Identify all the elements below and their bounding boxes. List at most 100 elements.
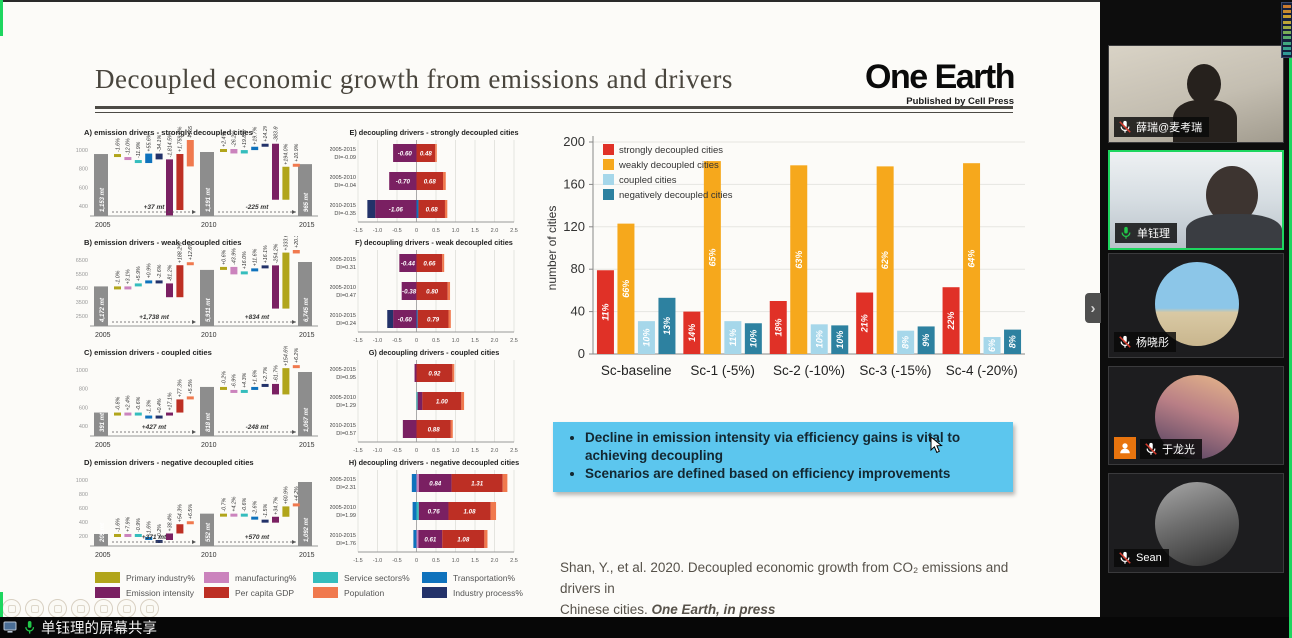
chart-panel-a: A) emission drivers - strongly decoupled…: [72, 117, 326, 241]
svg-text:-0.60: -0.60: [398, 316, 413, 323]
pen-tool-icon[interactable]: [48, 599, 67, 618]
svg-text:0.5: 0.5: [432, 338, 440, 344]
svg-text:F) decoupling drivers - weak d: F) decoupling drivers - weak decoupled c…: [355, 238, 513, 247]
magnifier-tool-icon[interactable]: [94, 599, 113, 618]
driver-bar: [176, 524, 184, 534]
screen-tool-icon[interactable]: [117, 599, 136, 618]
driver-bar: [145, 415, 153, 419]
svg-text:1000: 1000: [76, 148, 88, 154]
svg-text:2.0: 2.0: [491, 558, 499, 564]
driver-bar: [176, 154, 184, 210]
svg-text:-34.1%: -34.1%: [157, 135, 163, 152]
driver-bar: [282, 506, 290, 517]
svg-text:66%: 66%: [621, 280, 631, 298]
decoupling-segment: [461, 392, 465, 410]
total-pillar: [94, 533, 108, 546]
driver-bar: [134, 283, 142, 287]
svg-text:11%: 11%: [728, 329, 738, 346]
svg-text:13%: 13%: [662, 317, 672, 335]
participant-tile[interactable]: 杨晓彤: [1108, 253, 1284, 358]
decoupling-segment: [387, 310, 394, 328]
svg-text:+7.9%: +7.9%: [126, 517, 132, 532]
svg-text:800: 800: [79, 492, 88, 498]
svg-text:2005-2015: 2005-2015: [330, 257, 356, 263]
svg-text:C) emission drivers - coupled: C) emission drivers - coupled cities: [84, 348, 212, 357]
legend-label: Emission intensity: [126, 587, 195, 598]
collapse-tool-icon[interactable]: [140, 599, 159, 618]
citation-line1: Shan, Y., et al. 2020. Decoupled economi…: [560, 560, 1009, 596]
svg-text:-1.5: -1.5: [353, 448, 362, 454]
mouse-cursor-icon: [930, 436, 943, 454]
svg-text:+0.6%: +0.6%: [221, 249, 227, 264]
svg-text:2015: 2015: [299, 332, 315, 339]
driver-bar: [134, 533, 142, 537]
legend-item: Primary industry%: [95, 572, 204, 583]
svg-text:-0.7%: -0.7%: [221, 498, 227, 512]
select-tool-icon[interactable]: [2, 599, 21, 618]
participant-name-chip: 杨晓彤: [1114, 332, 1176, 352]
decoupling-segment: [442, 530, 485, 548]
driver-bar: [220, 266, 227, 270]
participant-tile[interactable]: Sean: [1108, 473, 1284, 573]
legend-label: Population: [344, 587, 385, 598]
svg-text:negatively decoupled cities: negatively decoupled cities: [619, 190, 733, 201]
participant-tile[interactable]: 单钰理: [1108, 150, 1284, 250]
meter-segment: [1283, 41, 1291, 45]
total-pillar: [94, 412, 108, 436]
svg-text:2010-2015: 2010-2015: [330, 203, 356, 209]
svg-text:1000: 1000: [76, 368, 88, 374]
svg-text:+0.4%: +0.4%: [157, 398, 163, 413]
decoupling-segment: [389, 172, 417, 190]
meter-segment: [1283, 31, 1291, 35]
svg-text:-1.6%: -1.6%: [147, 521, 153, 535]
total-pillar: [200, 513, 214, 546]
chart-panel-e: E) decoupling drivers - strongly decoupl…: [329, 126, 522, 243]
muted-mic-icon: [1119, 120, 1131, 133]
driver-bar: [240, 150, 248, 154]
citation-text: Shan, Y., et al. 2020. Decoupled economi…: [560, 558, 1038, 621]
decoupling-segment: [413, 530, 417, 548]
svg-text:4500: 4500: [76, 286, 88, 292]
participant-name: 单钰理: [1137, 228, 1170, 240]
participant-tile[interactable]: 薛瑞@麦考瑞: [1108, 45, 1284, 143]
driver-bar: [220, 386, 227, 390]
muted-mic-icon: [1145, 442, 1157, 455]
total-pillar: [298, 482, 312, 546]
eraser-tool-icon[interactable]: [71, 599, 90, 618]
shared-screen: Decoupled economic growth from emissions…: [0, 0, 1100, 619]
driver-bar: [155, 280, 163, 284]
svg-text:2010: 2010: [201, 442, 217, 449]
svg-text:2010-2015: 2010-2015: [330, 533, 356, 539]
decoupling-segment: [416, 254, 443, 272]
svg-text:+1.6%: +1.6%: [253, 369, 259, 384]
total-pillar: [298, 164, 312, 216]
svg-text:0.48: 0.48: [420, 150, 433, 157]
driver-bar: [145, 536, 153, 540]
legend-swatch: [603, 189, 614, 200]
svg-text:+194.0%: +194.0%: [284, 143, 290, 164]
driver-bar: [272, 516, 279, 523]
citation-journal: One Earth, in press: [651, 601, 776, 617]
svg-text:400: 400: [79, 520, 88, 526]
chart-panel-d: D) emission drivers - negative decoupled…: [72, 456, 326, 571]
title-rule-thick: [95, 106, 1013, 109]
redo-tool-icon[interactable]: [25, 599, 44, 618]
driver-bar: [240, 513, 248, 517]
driver-bar: [272, 265, 279, 309]
svg-text:-0.44: -0.44: [401, 260, 416, 267]
svg-text:coupled cities: coupled cities: [619, 175, 677, 186]
meter-segment: [1283, 10, 1291, 14]
svg-text:0.68: 0.68: [426, 206, 439, 213]
svg-text:2010: 2010: [201, 332, 217, 339]
svg-text:0.76: 0.76: [428, 508, 441, 515]
decoupling-segment: [448, 310, 451, 328]
svg-text:1.31: 1.31: [471, 480, 484, 487]
svg-text:1,067 mt: 1,067 mt: [304, 407, 310, 432]
legend-swatch: [313, 572, 338, 583]
svg-text:2.5: 2.5: [510, 338, 518, 344]
participant-tile[interactable]: 于龙光: [1108, 366, 1284, 465]
svg-text:-43.9%: -43.9%: [232, 248, 238, 265]
sidebar-collapse-handle[interactable]: ›: [1085, 293, 1101, 323]
svg-text:+154.6%: +154.6%: [284, 346, 290, 366]
svg-text:+37 mt: +37 mt: [144, 204, 166, 211]
